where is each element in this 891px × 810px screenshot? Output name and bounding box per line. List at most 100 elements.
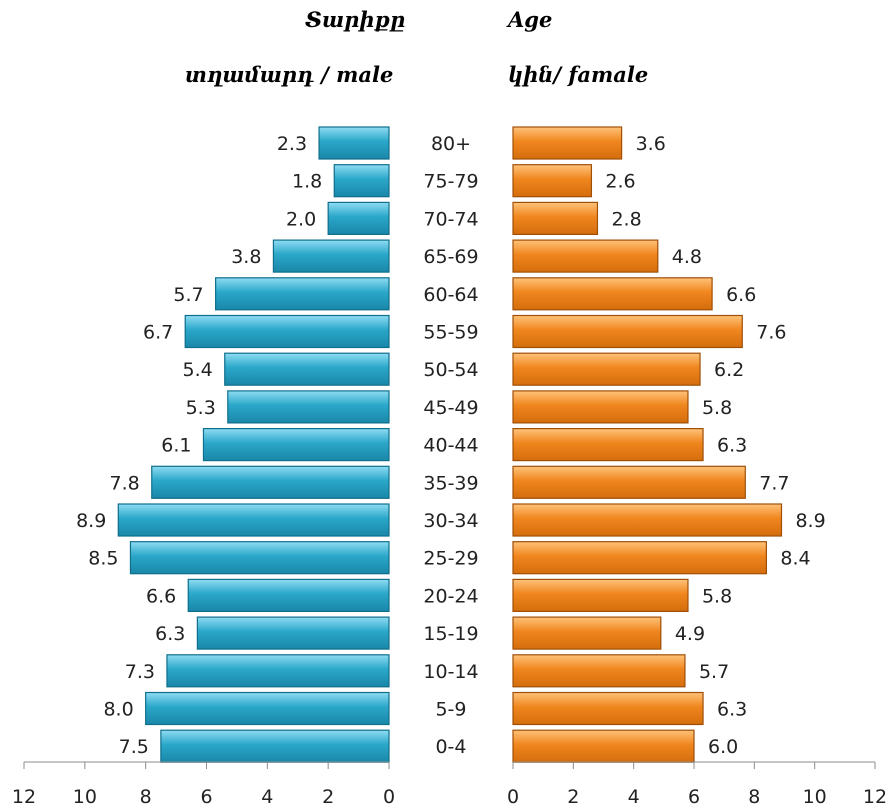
male-value-label-15-19: 6.3: [155, 623, 185, 645]
female-value-label-45-49: 5.8: [702, 397, 732, 419]
female-bar-15-19: [512, 616, 662, 650]
age-group-label-30-34: 30-34: [423, 510, 478, 532]
male-bar-70-74: [327, 201, 390, 235]
male-value-label-10-14: 7.3: [125, 661, 155, 683]
axes-group: 12 10 8 6 4 2 0 0 2 4 6 8 10 12: [12, 761, 887, 808]
female-bar-60-64: [512, 277, 713, 311]
female-bar-25-29: [512, 541, 767, 575]
age-group-label-80+: 80+: [431, 133, 471, 155]
right-subtitle: կին/ famale: [508, 62, 648, 87]
age-group-label-45-49: 45-49: [423, 397, 478, 419]
right-tick-label-0: 0: [507, 786, 519, 808]
male-bar-50-54: [224, 352, 390, 386]
male-bar-0-4: [160, 729, 390, 763]
male-bar-40-44: [202, 428, 390, 462]
male-value-label-40-44: 6.1: [161, 435, 191, 457]
age-group-label-25-29: 25-29: [423, 548, 478, 570]
age-group-label-70-74: 70-74: [423, 208, 478, 230]
male-bar-20-24: [187, 578, 390, 613]
female-value-label-75-79: 2.6: [605, 171, 635, 193]
age-group-label-60-64: 60-64: [423, 284, 478, 306]
female-value-label-65-69: 4.8: [672, 246, 702, 268]
female-value-label-55-59: 7.6: [756, 322, 786, 344]
female-bar-45-49: [512, 390, 689, 424]
male-bar-5-9: [145, 691, 390, 726]
male-value-label-55-59: 6.7: [143, 322, 173, 344]
male-bar-30-34: [117, 503, 390, 537]
male-bar-45-49: [227, 390, 390, 424]
bars-group: 2.3 3.6 80+ 1.8 2.6 75-79 2.0 2.8 70-74 3.8 4.8 65-…: [76, 126, 826, 763]
age-group-label-40-44: 40-44: [423, 435, 478, 457]
age-group-label-65-69: 65-69: [423, 246, 478, 268]
female-bar-55-59: [512, 314, 743, 349]
male-value-label-45-49: 5.3: [186, 397, 216, 419]
male-value-label-0-4: 7.5: [119, 736, 149, 758]
right-tick-label-10: 10: [803, 786, 827, 808]
female-bar-0-4: [512, 729, 695, 763]
age-group-label-55-59: 55-59: [423, 322, 478, 344]
male-bar-60-64: [215, 277, 390, 311]
female-bar-70-74: [512, 201, 599, 235]
male-value-label-5-9: 8.0: [103, 699, 133, 721]
female-bar-65-69: [512, 239, 659, 273]
female-value-label-50-54: 6.2: [714, 359, 744, 381]
male-bar-65-69: [272, 239, 390, 273]
left-tick-label-2: 2: [322, 786, 334, 808]
age-group-label-75-79: 75-79: [423, 171, 478, 193]
right-tick-label-12: 12: [863, 786, 887, 808]
age-group-label-20-24: 20-24: [423, 585, 478, 607]
female-bar-75-79: [512, 164, 593, 198]
female-bar-40-44: [512, 428, 704, 462]
male-value-label-70-74: 2.0: [286, 208, 316, 230]
age-group-label-10-14: 10-14: [423, 661, 478, 683]
female-value-label-60-64: 6.6: [726, 284, 756, 306]
male-value-label-25-29: 8.5: [88, 548, 118, 570]
left-tick-label-4: 4: [261, 786, 273, 808]
left-subtitle: տղամարդ / male: [185, 62, 393, 87]
female-value-label-5-9: 6.3: [717, 699, 747, 721]
age-group-label-5-9: 5-9: [435, 699, 466, 721]
female-value-label-15-19: 4.9: [675, 623, 705, 645]
male-value-label-20-24: 6.6: [146, 585, 176, 607]
female-value-label-30-34: 8.9: [795, 510, 825, 532]
male-bar-15-19: [196, 616, 390, 650]
male-value-label-35-39: 7.8: [110, 472, 140, 494]
female-bar-10-14: [512, 654, 686, 688]
right-tick-label-2: 2: [567, 786, 579, 808]
male-value-label-60-64: 5.7: [173, 284, 203, 306]
left-tick-label-12: 12: [12, 786, 36, 808]
age-group-label-15-19: 15-19: [423, 623, 478, 645]
male-bar-10-14: [166, 654, 390, 688]
left-tick-label-0: 0: [383, 786, 395, 808]
male-bar-75-79: [333, 164, 390, 198]
female-bar-80+: [512, 126, 623, 160]
left-tick-label-10: 10: [73, 786, 97, 808]
female-value-label-25-29: 8.4: [780, 548, 810, 570]
female-bar-50-54: [512, 352, 701, 386]
male-value-label-30-34: 8.9: [76, 510, 106, 532]
female-bar-35-39: [512, 465, 746, 499]
male-value-label-75-79: 1.8: [292, 171, 322, 193]
female-value-label-35-39: 7.7: [759, 472, 789, 494]
female-value-label-10-14: 5.7: [699, 661, 729, 683]
male-bar-35-39: [151, 465, 390, 499]
right-tick-label-6: 6: [688, 786, 700, 808]
female-value-label-70-74: 2.8: [611, 208, 641, 230]
female-bar-20-24: [512, 578, 689, 613]
age-group-label-35-39: 35-39: [423, 472, 478, 494]
left-title: Տարիքը: [305, 7, 405, 32]
age-group-label-50-54: 50-54: [423, 359, 478, 381]
male-value-label-65-69: 3.8: [231, 246, 261, 268]
female-value-label-40-44: 6.3: [717, 435, 747, 457]
female-bar-5-9: [512, 691, 704, 726]
male-bar-25-29: [129, 541, 390, 575]
male-value-label-80+: 2.3: [277, 133, 307, 155]
female-value-label-0-4: 6.0: [708, 736, 738, 758]
male-value-label-50-54: 5.4: [183, 359, 213, 381]
female-bar-30-34: [512, 503, 783, 537]
female-value-label-80+: 3.6: [636, 133, 666, 155]
male-bar-80+: [318, 126, 390, 160]
age-group-label-0-4: 0-4: [435, 736, 466, 758]
female-value-label-20-24: 5.8: [702, 585, 732, 607]
